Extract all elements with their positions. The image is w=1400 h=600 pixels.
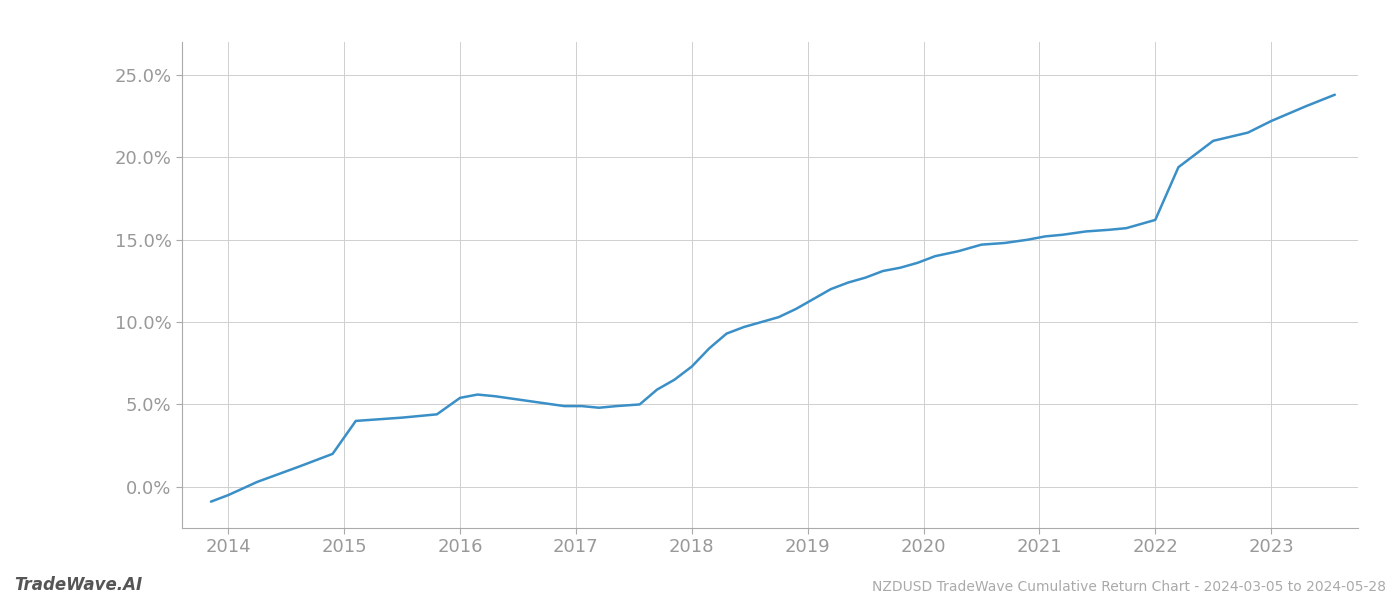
Text: TradeWave.AI: TradeWave.AI <box>14 576 143 594</box>
Text: NZDUSD TradeWave Cumulative Return Chart - 2024-03-05 to 2024-05-28: NZDUSD TradeWave Cumulative Return Chart… <box>872 580 1386 594</box>
